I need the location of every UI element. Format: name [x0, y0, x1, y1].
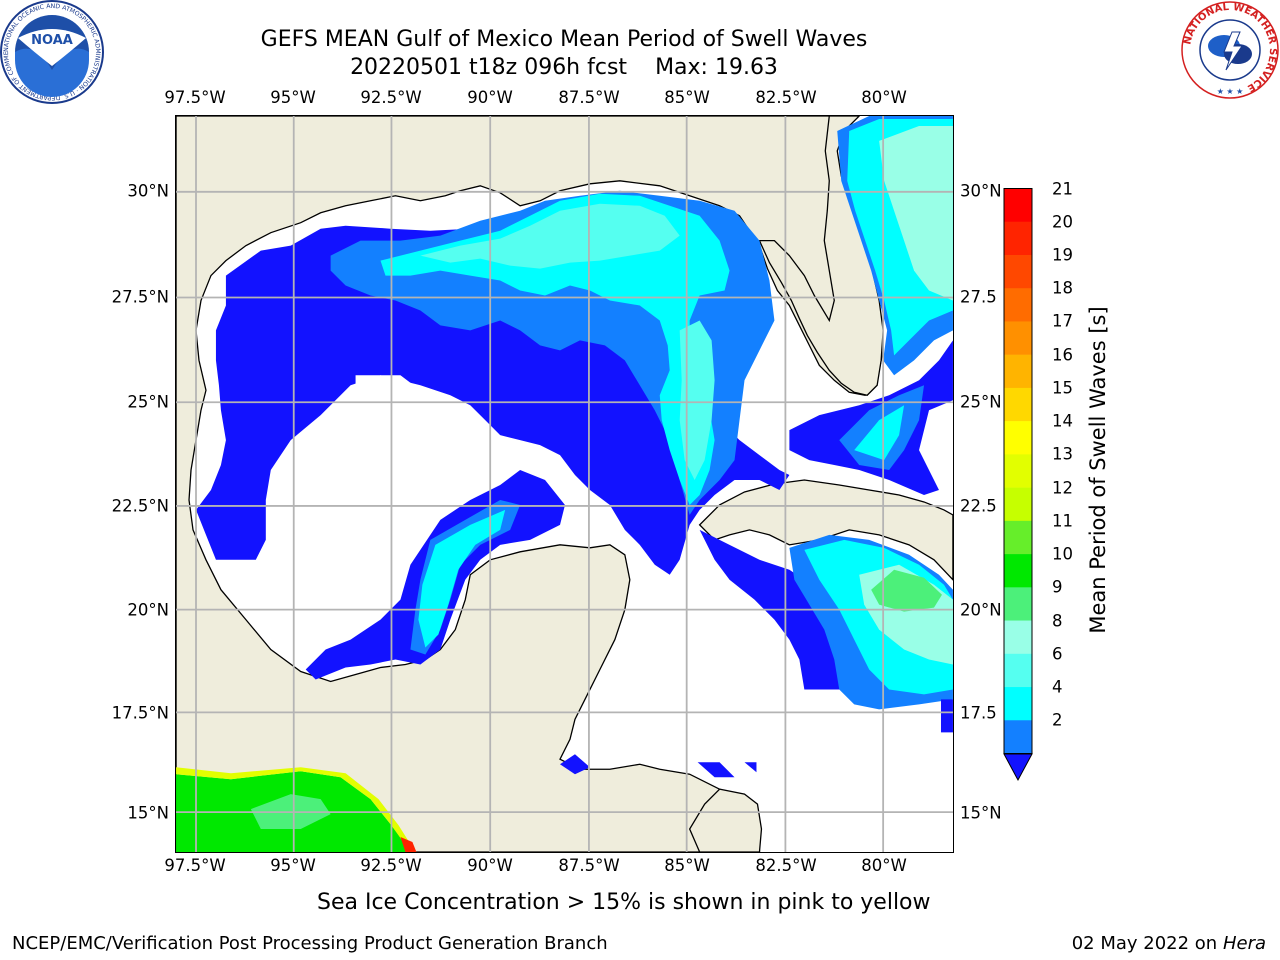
lon-label-bottom: 87.5°W	[558, 856, 620, 875]
lat-label-left: 25°N	[127, 392, 169, 412]
colorbar-tick-label: 6	[1052, 644, 1063, 664]
lat-label-right: 30°N	[960, 181, 1002, 201]
white-interior-pocket	[268, 375, 501, 650]
swell-region-6to8-loop	[679, 320, 715, 481]
footer-date-text: 02 May 2022 on	[1071, 933, 1218, 954]
colorbar-bin	[1004, 554, 1032, 588]
colorbar-tick-label: 15	[1052, 378, 1073, 398]
colorbar-bin	[1004, 321, 1032, 355]
lat-label-right: 17.5	[960, 703, 997, 723]
lon-label-top: 87.5°W	[558, 88, 620, 107]
lon-label-top: 97.5°W	[164, 88, 226, 107]
colorbar-title: Mean Period of Swell Waves [s]	[1086, 306, 1110, 634]
colorbar	[1003, 188, 1033, 782]
colorbar-tick-label: 16	[1052, 345, 1073, 365]
colorbar-tick-label: 21	[1052, 179, 1073, 198]
colorbar-tick-label: 10	[1052, 544, 1073, 564]
colorbar-tick-label: 11	[1052, 511, 1073, 531]
colorbar-bin	[1004, 720, 1032, 754]
lon-label-bottom: 90°W	[467, 856, 513, 875]
lat-label-left: 27.5°N	[111, 287, 169, 307]
colorbar-tick-label: 19	[1052, 245, 1073, 265]
lon-label-top: 85°W	[664, 88, 710, 107]
colorbar-tick-label: 18	[1052, 278, 1073, 298]
colorbar-bin	[1004, 487, 1032, 522]
footer-machine: Hera	[1222, 933, 1266, 954]
colorbar-tick-label: 2	[1052, 710, 1063, 730]
colorbar-bin	[1004, 221, 1032, 256]
colorbar-tick-label: 8	[1052, 611, 1063, 631]
colorbar-tick-label: 17	[1052, 311, 1073, 331]
colorbar-bin	[1004, 653, 1032, 688]
swell-region-9to10-caribbean	[871, 569, 942, 612]
swell-region-red-dot	[400, 837, 417, 852]
swell-region-6to8-north	[420, 203, 680, 269]
colorbar-tick-label: 13	[1052, 444, 1073, 464]
colorbar-bin	[1004, 188, 1032, 223]
lon-label-bottom: 97.5°W	[164, 856, 226, 875]
lon-label-top: 80°W	[861, 88, 907, 107]
lat-label-left: 30°N	[127, 181, 169, 201]
swell-region-yellow-edge	[176, 767, 416, 852]
sea-ice-note: Sea Ice Concentration > 15% is shown in …	[317, 890, 931, 915]
swell-patch-south-1	[560, 754, 590, 775]
swell-region-4to6-north	[380, 193, 730, 505]
colorbar-bin	[1004, 687, 1032, 721]
land-cuba	[698, 479, 953, 581]
footer-date: 02 May 2022 on Hera	[1072, 933, 1266, 954]
lon-label-bottom: 85°W	[664, 856, 710, 875]
colorbar-tick-label: 9	[1052, 577, 1063, 597]
colorbar-bin	[1004, 354, 1032, 389]
colorbar-bin	[1004, 520, 1032, 555]
lat-label-right: 25°N	[960, 392, 1002, 412]
colorbar-tick-label: 4	[1052, 677, 1063, 697]
lat-label-right: 15°N	[960, 803, 1002, 823]
lat-label-left: 20°N	[127, 600, 169, 620]
max-value: Max: 19.63	[655, 55, 778, 80]
colorbar-bin	[1004, 620, 1032, 655]
svg-text:★ ★ ★: ★ ★ ★	[1217, 87, 1244, 96]
colorbar-bin	[1004, 387, 1032, 422]
swell-patch-east-1	[940, 699, 953, 733]
lat-label-right: 27.5	[960, 287, 997, 307]
footer-branch: NCEP/EMC/Verification Post Processing Pr…	[12, 933, 608, 954]
swell-region-4to6-campeche	[418, 509, 506, 648]
lat-label-left: 17.5°N	[111, 703, 169, 723]
swell-patch-south-3	[744, 762, 757, 773]
lon-label-bottom: 80°W	[861, 856, 907, 875]
colorbar-frame	[1003, 188, 1033, 754]
swell-patch-south-2	[697, 762, 735, 778]
swell-region-4to6-straits	[854, 405, 905, 461]
colorbar-bin	[1004, 288, 1032, 322]
map-panel	[175, 115, 954, 853]
lat-label-right: 20°N	[960, 600, 1002, 620]
lon-label-bottom: 82.5°W	[755, 856, 817, 875]
lon-label-bottom: 95°W	[270, 856, 316, 875]
swell-region-atlantic-light	[879, 125, 953, 301]
lon-label-top: 82.5°W	[755, 88, 817, 107]
lat-label-right: 22.5	[960, 496, 997, 516]
lon-label-top: 92.5°W	[360, 88, 422, 107]
chart-title: GEFS MEAN Gulf of Mexico Mean Period of …	[260, 27, 868, 52]
colorbar-bin	[1004, 254, 1032, 289]
noaa-logo-text: NOAA	[31, 33, 73, 48]
colorbar-bin	[1004, 421, 1032, 455]
lon-label-top: 95°W	[270, 88, 316, 107]
colorbar-bin	[1004, 587, 1032, 621]
lat-label-left: 22.5°N	[111, 496, 169, 516]
forecast-date: 20220501 t18z 096h fcst	[350, 55, 628, 80]
lat-label-left: 15°N	[127, 803, 169, 823]
colorbar-tick-label: 20	[1052, 212, 1073, 232]
colorbar-tick-label: 14	[1052, 411, 1073, 431]
lon-label-bottom: 92.5°W	[360, 856, 422, 875]
colorbar-bin	[1004, 454, 1032, 488]
colorbar-extend-triangle	[1003, 753, 1033, 782]
lon-label-top: 90°W	[467, 88, 513, 107]
chart-subtitle: 20220501 t18z 096h fcst Max: 19.63	[0, 55, 1128, 81]
nws-logo: NATIONAL WEATHER SERVICE ★ ★ ★	[1181, 1, 1279, 99]
noaa-logo: NATIONAL OCEANIC AND ATMOSPHERIC ADMINIS…	[0, 0, 104, 104]
colorbar-tick-label: 12	[1052, 478, 1073, 498]
map-gridlines	[176, 116, 953, 852]
